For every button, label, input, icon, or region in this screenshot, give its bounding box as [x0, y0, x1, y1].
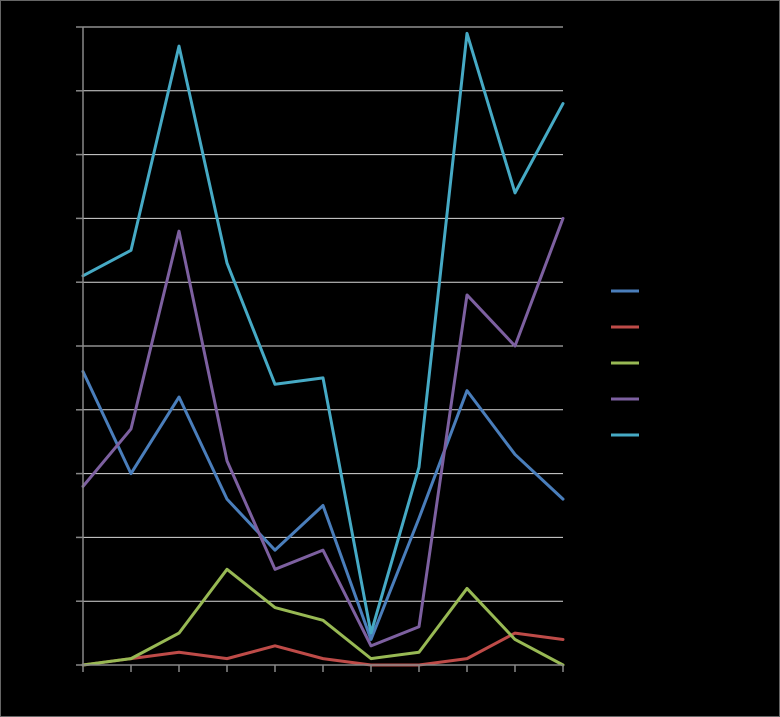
series-line-series3	[83, 569, 563, 665]
series-line-series1	[83, 372, 563, 640]
line-chart	[1, 1, 780, 717]
chart-frame	[0, 0, 780, 717]
series-line-series2	[83, 633, 563, 665]
